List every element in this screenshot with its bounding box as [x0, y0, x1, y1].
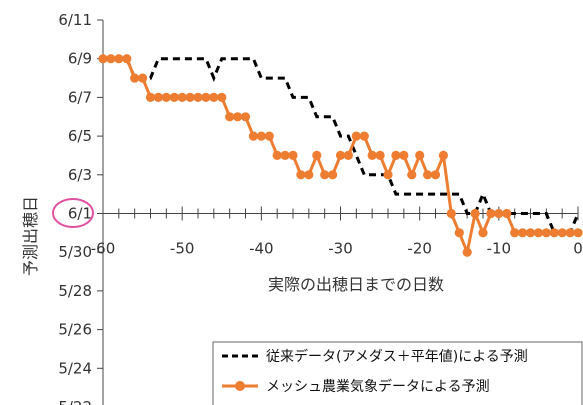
series-point-mesh	[217, 92, 227, 102]
series-point-mesh	[375, 150, 385, 160]
series-point-mesh	[573, 228, 583, 238]
y-axis: 6/11 6/9 6/7 6/5 6/3 6/1 5/30 5/28 5/26 5/24 5/22	[58, 11, 104, 405]
series-point-mesh	[312, 150, 322, 160]
series-point-mesh	[415, 150, 425, 160]
x-tick-label: -50	[170, 240, 195, 258]
series-point-mesh	[565, 228, 575, 238]
series-point-mesh	[470, 208, 480, 219]
series-point-mesh	[161, 92, 171, 102]
y-axis-title: 予測出穂日	[21, 196, 40, 276]
y-tick-label: 6/1	[68, 205, 92, 223]
series-point-mesh	[351, 131, 361, 141]
series-point-mesh	[328, 170, 338, 180]
series-point-mesh	[446, 208, 456, 219]
series-point-mesh	[510, 228, 520, 238]
y-tick-label: 5/30	[58, 243, 92, 261]
series-point-mesh	[525, 228, 536, 238]
series-point-mesh	[177, 92, 187, 102]
x-axis-title: 実際の出穂日までの日数	[268, 275, 444, 294]
y-tick-label: 5/22	[58, 398, 92, 405]
series-point-mesh	[462, 247, 472, 257]
series-point-mesh	[248, 131, 258, 141]
legend-label-mesh: メッシュ農業気象データによる予測	[266, 378, 490, 395]
y-tick-label: 6/7	[68, 88, 92, 106]
series-point-mesh	[201, 92, 211, 102]
series-point-mesh	[320, 170, 330, 180]
series-point-mesh	[193, 92, 203, 102]
x-tick-label: -40	[249, 240, 274, 258]
series-point-mesh	[478, 228, 488, 238]
series-point-mesh	[423, 170, 433, 180]
x-tick-label: -60	[91, 240, 116, 258]
series-point-mesh	[494, 208, 504, 219]
series-point-mesh	[296, 170, 306, 180]
series-point-mesh	[256, 131, 266, 141]
series-point-mesh	[430, 170, 441, 180]
y-tick-label: 5/24	[58, 359, 92, 377]
series-point-mesh	[304, 170, 314, 180]
x-tick-label: -30	[328, 240, 353, 258]
series-point-mesh	[549, 228, 559, 238]
x-tick-label: -20	[407, 240, 432, 258]
series-point-mesh	[343, 150, 353, 160]
series-point-mesh	[130, 73, 140, 83]
highlight-circle	[52, 198, 94, 228]
x-tick-label: -10	[487, 240, 512, 258]
series-point-mesh	[335, 150, 346, 160]
series-point-mesh	[114, 54, 124, 64]
x-tick-label: 0	[573, 240, 583, 258]
series-point-mesh	[240, 112, 251, 122]
series-point-mesh	[383, 170, 393, 180]
series-point-mesh	[98, 54, 108, 64]
series-point-mesh	[288, 150, 298, 160]
series-point-mesh	[486, 208, 496, 219]
series-point-mesh	[233, 112, 243, 122]
series-point-mesh	[541, 228, 551, 238]
series-point-mesh	[225, 112, 235, 122]
y-tick-label: 6/3	[68, 166, 92, 184]
y-tick-label: 5/26	[58, 321, 92, 339]
series-point-mesh	[359, 131, 369, 141]
series-point-mesh	[557, 228, 567, 238]
series-point-mesh	[145, 92, 156, 102]
series-point-mesh	[367, 150, 377, 160]
series-point-mesh	[399, 150, 409, 160]
series-point-mesh	[272, 150, 282, 160]
legend-label-conventional: 従来データ(アメダス＋平年値)による予測	[266, 348, 528, 365]
series-point-mesh	[391, 150, 401, 160]
y-tick-label: 5/28	[58, 282, 92, 300]
series-point-mesh	[153, 92, 163, 102]
series-point-mesh	[518, 228, 528, 238]
series-point-mesh	[533, 228, 544, 238]
x-axis: -60 -50 -40 -30 -20 -10 0	[91, 206, 583, 258]
series-point-mesh	[438, 150, 448, 160]
series-point-mesh	[185, 92, 195, 102]
y-tick-label: 6/11	[58, 11, 92, 29]
series-point-mesh	[502, 208, 512, 219]
legend-marker-mesh-dot	[235, 381, 245, 391]
series-point-mesh	[264, 131, 274, 141]
series-point-mesh	[454, 228, 464, 238]
legend-box	[212, 341, 583, 405]
series-layer	[98, 54, 583, 258]
series-point-mesh	[209, 92, 219, 102]
series-point-mesh	[106, 54, 116, 64]
y-tick-label: 6/9	[68, 50, 92, 68]
y-tick-label: 6/5	[68, 127, 92, 145]
series-point-mesh	[138, 73, 148, 83]
series-point-mesh	[169, 92, 179, 102]
series-point-mesh	[407, 170, 417, 180]
series-point-mesh	[280, 150, 290, 160]
legend: 従来データ(アメダス＋平年値)による予測 メッシュ農業気象データによる予測	[212, 341, 583, 405]
series-point-mesh	[122, 54, 132, 64]
